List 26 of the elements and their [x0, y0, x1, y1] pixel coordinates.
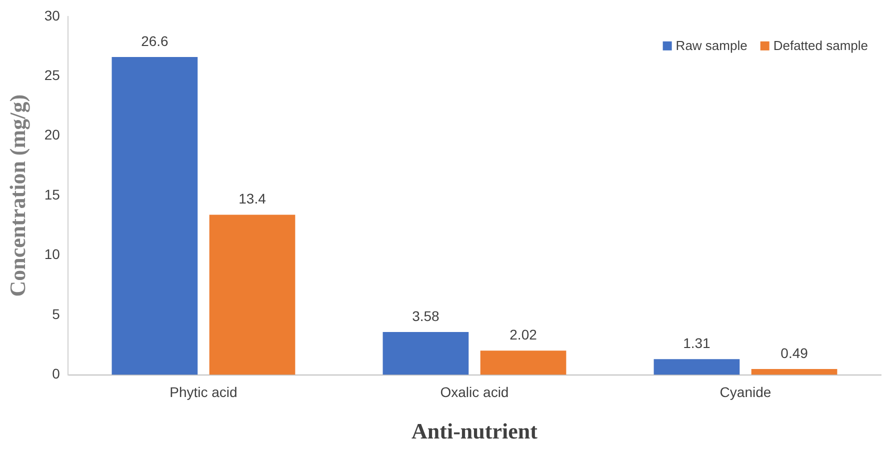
- bar: [112, 57, 198, 375]
- x-axis-title: Anti-nutrient: [412, 418, 538, 444]
- data-label: 0.49: [780, 344, 808, 361]
- y-axis-title: Concentration (mg/g): [4, 94, 30, 297]
- bar: [382, 332, 469, 375]
- y-tick-label: 5: [52, 306, 60, 322]
- bar: [751, 368, 838, 375]
- data-label: 2.02: [510, 326, 538, 343]
- data-label: 3.58: [412, 308, 440, 324]
- y-tick-label: 0: [52, 366, 60, 382]
- data-label: 1.31: [683, 335, 711, 352]
- legend-label: Defatted sample: [773, 38, 868, 53]
- bar: [209, 214, 296, 375]
- x-tick-label: Cyanide: [720, 384, 772, 400]
- bar: [654, 359, 740, 375]
- y-tick-label: 10: [44, 246, 60, 262]
- y-tick-label: 20: [44, 126, 60, 143]
- data-label: 13.4: [238, 190, 266, 207]
- legend-label: Raw sample: [676, 38, 748, 53]
- y-tick-label: 25: [44, 66, 60, 83]
- x-tick-label: Phytic acid: [170, 384, 238, 400]
- y-tick-label: 30: [44, 7, 60, 24]
- bar: [480, 350, 566, 375]
- data-label: 26.6: [141, 32, 169, 49]
- x-tick-label: Oxalic acid: [440, 384, 509, 400]
- y-tick-label: 15: [44, 186, 60, 202]
